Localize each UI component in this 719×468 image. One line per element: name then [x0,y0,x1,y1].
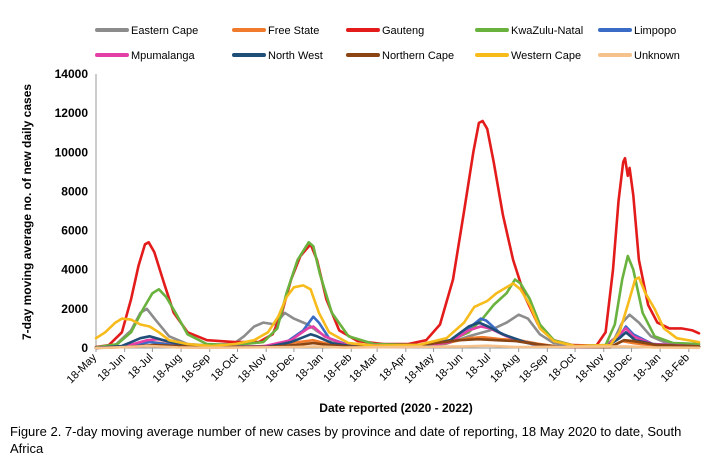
x-tick-label: 18-Dec [263,351,297,385]
x-tick-label: 18-Aug [151,352,185,386]
legend-label: Northern Cape [382,50,454,62]
y-tick-label: 2000 [61,302,88,316]
x-tick-label: 18-Jan [293,352,325,384]
x-tick-label: 18-Oct [209,352,241,384]
y-tick-label: 12000 [55,106,89,120]
x-tick-label: 18-May [65,351,100,386]
y-tick-label: 0 [81,341,88,355]
x-tick-label: 18-May [402,351,437,386]
y-tick-label: 14000 [55,67,89,81]
series-line-western-cape [94,276,701,348]
x-tick-label: 18-Jan [631,352,663,384]
y-axis-label: 7-day moving average no. of new daily ca… [20,84,34,340]
series-line-kwazulu-natal [94,241,701,349]
x-axis: 18-May18-Jun18-Jul18-Aug18-Sep18-Oct18-N… [65,347,699,386]
x-tick-label: 18-Feb [659,352,692,385]
x-tick-label: 18-Aug [488,352,522,386]
x-axis-label: Date reported (2020 - 2022) [319,401,472,415]
legend-label: Gauteng [382,25,424,37]
legend: Eastern Cape Free State Gauteng KwaZulu-Nat… [95,25,680,62]
y-tick-label: 4000 [61,263,88,277]
line-chart: Eastern Cape Free State Gauteng KwaZulu-Nat… [20,25,701,415]
x-tick-label: 18-Nov [236,351,270,385]
y-tick-label: 8000 [61,184,88,198]
legend-label: Mpumalanga [131,50,195,62]
legend-label: Unknown [634,50,680,62]
y-axis: 0 2000 4000 6000 8000 10000 12000 14000 [55,67,97,355]
x-tick-label: 18-Sep [517,352,551,386]
y-tick-label: 10000 [55,145,89,159]
figure-caption: Figure 2. 7-day moving average number of… [10,424,682,456]
x-tick-label: 18-Oct [546,352,578,384]
x-tick-label: 18-Mar [347,351,380,384]
plot-area [94,119,701,350]
legend-label: Free State [268,25,319,37]
x-tick-label: 18-Jun [96,352,128,384]
x-tick-label: 18-Dec [601,351,635,385]
legend-label: Eastern Cape [131,25,198,37]
legend-label: KwaZulu-Natal [511,25,583,37]
y-tick-label: 6000 [61,224,88,238]
legend-label: North West [268,50,323,62]
x-tick-label: 18-Sep [179,352,213,386]
legend-label: Limpopo [634,25,676,37]
x-tick-label: 18-Nov [573,351,607,385]
x-tick-label: 18-Jun [433,352,465,384]
series-line-gauteng [94,119,701,349]
series-line-unknown [94,344,701,350]
legend-label: Western Cape [511,50,581,62]
